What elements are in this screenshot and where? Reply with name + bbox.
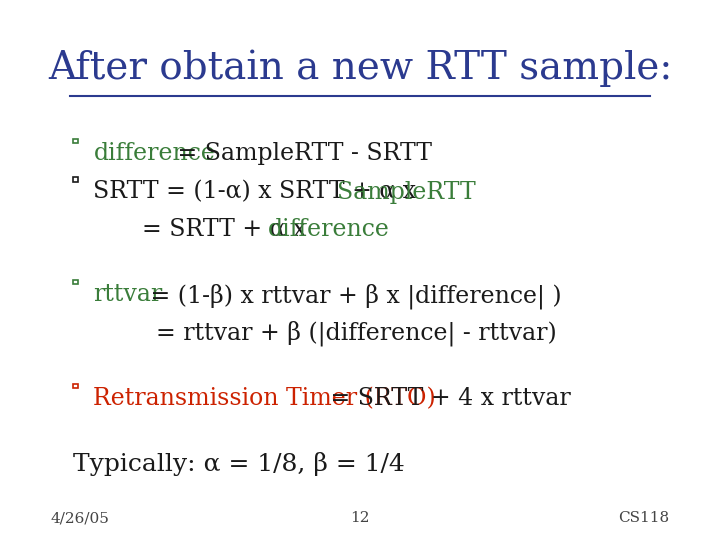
Text: difference: difference xyxy=(269,218,390,241)
Text: = SRTT + 4 x rttvar: = SRTT + 4 x rttvar xyxy=(323,387,570,410)
Text: 4/26/05: 4/26/05 xyxy=(50,511,109,525)
Text: = SampleRTT - SRTT: = SampleRTT - SRTT xyxy=(170,143,431,165)
Text: difference: difference xyxy=(94,143,215,165)
Text: After obtain a new RTT sample:: After obtain a new RTT sample: xyxy=(48,49,672,87)
Text: SampleRTT: SampleRTT xyxy=(338,181,476,204)
Text: 12: 12 xyxy=(350,511,370,525)
Text: Typically: α = 1/8, β = 1/4: Typically: α = 1/8, β = 1/4 xyxy=(73,452,405,476)
Text: rttvar: rttvar xyxy=(94,284,163,306)
Text: = (1-β) x rttvar + β x |difference| ): = (1-β) x rttvar + β x |difference| ) xyxy=(143,284,562,309)
Text: SRTT = (1-α) x SRTT + α x: SRTT = (1-α) x SRTT + α x xyxy=(94,181,424,204)
Text: Retransmission Timer (RTO): Retransmission Timer (RTO) xyxy=(94,387,436,410)
Text: = rttvar + β (|difference| - rttvar): = rttvar + β (|difference| - rttvar) xyxy=(156,321,557,346)
Text: CS118: CS118 xyxy=(618,511,670,525)
Text: = SRTT + α x: = SRTT + α x xyxy=(142,218,314,241)
